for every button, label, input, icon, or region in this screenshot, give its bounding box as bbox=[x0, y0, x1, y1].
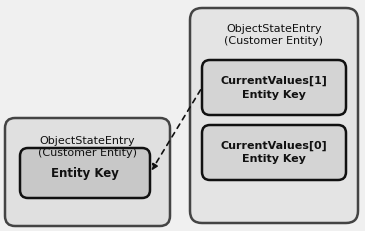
Text: Entity Key: Entity Key bbox=[242, 89, 306, 100]
FancyBboxPatch shape bbox=[5, 118, 170, 226]
Text: CurrentValues[1]: CurrentValues[1] bbox=[220, 75, 327, 86]
Text: (Customer Entity): (Customer Entity) bbox=[224, 36, 323, 46]
Text: (Customer Entity): (Customer Entity) bbox=[38, 148, 137, 158]
Text: ObjectStateEntry: ObjectStateEntry bbox=[226, 24, 322, 34]
FancyBboxPatch shape bbox=[202, 125, 346, 180]
FancyBboxPatch shape bbox=[190, 8, 358, 223]
FancyBboxPatch shape bbox=[20, 148, 150, 198]
Text: CurrentValues[0]: CurrentValues[0] bbox=[220, 140, 327, 151]
Text: Entity Key: Entity Key bbox=[51, 167, 119, 179]
Text: Entity Key: Entity Key bbox=[242, 155, 306, 164]
FancyBboxPatch shape bbox=[202, 60, 346, 115]
Text: ObjectStateEntry: ObjectStateEntry bbox=[40, 136, 135, 146]
